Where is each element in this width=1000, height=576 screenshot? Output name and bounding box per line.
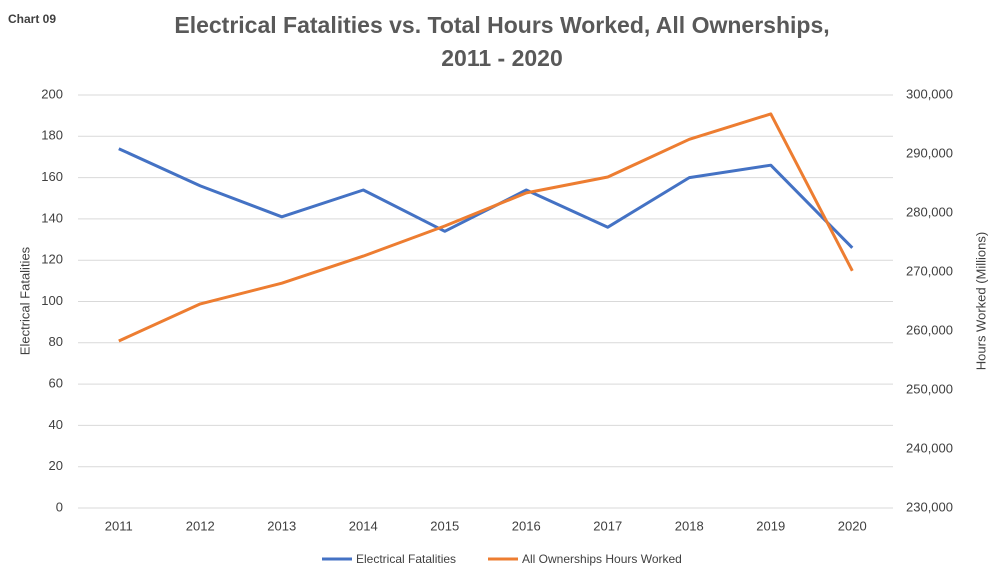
y-tick-label: 140 bbox=[41, 210, 63, 225]
y-tick-label: 20 bbox=[49, 458, 63, 473]
chart-title: 2011 - 2020 bbox=[441, 45, 563, 71]
y-tick-label: 60 bbox=[49, 376, 63, 391]
x-tick-label: 2012 bbox=[186, 518, 215, 533]
y-tick-label: 180 bbox=[41, 128, 63, 143]
line-series bbox=[118, 147, 854, 249]
y2-tick-label: 260,000 bbox=[906, 322, 953, 337]
x-tick-label: 2016 bbox=[512, 518, 541, 533]
y2-axis-title: Hours Worked (Millions) bbox=[973, 232, 988, 370]
legend-label: All Ownerships Hours Worked bbox=[522, 552, 682, 566]
y-tick-label: 120 bbox=[41, 252, 63, 267]
y-tick-label: 100 bbox=[41, 293, 63, 308]
y-tick-label: 160 bbox=[41, 169, 63, 184]
legend-label: Electrical Fatalities bbox=[356, 552, 456, 566]
x-tick-label: 2011 bbox=[105, 518, 133, 533]
y-tick-label: 0 bbox=[56, 499, 63, 514]
y-tick-label: 200 bbox=[41, 86, 63, 101]
x-tick-label: 2018 bbox=[675, 518, 704, 533]
y2-tick-label: 280,000 bbox=[906, 204, 953, 219]
x-tick-label: 2014 bbox=[349, 518, 378, 533]
chart-label: Chart 09 bbox=[8, 12, 56, 26]
y2-tick-label: 230,000 bbox=[906, 499, 953, 514]
y-tick-label: 80 bbox=[49, 334, 63, 349]
y2-tick-label: 240,000 bbox=[906, 440, 953, 455]
x-tick-label: 2020 bbox=[838, 518, 867, 533]
x-tick-label: 2019 bbox=[756, 518, 785, 533]
y2-tick-label: 300,000 bbox=[906, 86, 953, 101]
x-tick-label: 2013 bbox=[267, 518, 296, 533]
y2-tick-label: 250,000 bbox=[906, 381, 953, 396]
line-series bbox=[118, 112, 854, 343]
x-tick-label: 2017 bbox=[593, 518, 622, 533]
y-tick-label: 40 bbox=[49, 417, 63, 432]
chart-title: Electrical Fatalities vs. Total Hours Wo… bbox=[174, 12, 829, 38]
y2-tick-label: 290,000 bbox=[906, 145, 953, 160]
y-axis-title: Electrical Fatalities bbox=[17, 246, 32, 355]
y2-tick-label: 270,000 bbox=[906, 263, 953, 278]
x-tick-label: 2015 bbox=[430, 518, 459, 533]
